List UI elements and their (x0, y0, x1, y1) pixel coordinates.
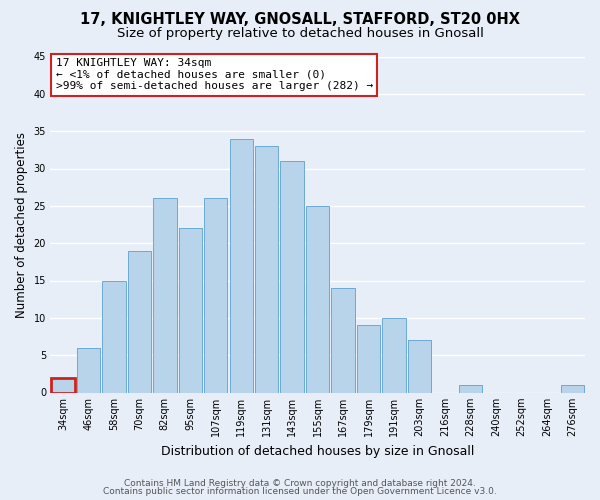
Bar (51, 378, 74, 392)
Bar (357, 326, 380, 392)
Text: 17, KNIGHTLEY WAY, GNOSALL, STAFFORD, ST20 0HX: 17, KNIGHTLEY WAY, GNOSALL, STAFFORD, ST… (80, 12, 520, 28)
Bar (280, 161, 304, 392)
Bar (408, 340, 431, 392)
Bar (458, 385, 482, 392)
Bar (77, 348, 100, 393)
Bar (128, 250, 151, 392)
Bar (102, 280, 125, 392)
Bar (382, 318, 406, 392)
Y-axis label: Number of detached properties: Number of detached properties (15, 132, 28, 318)
Bar (230, 138, 253, 392)
Text: Size of property relative to detached houses in Gnosall: Size of property relative to detached ho… (116, 28, 484, 40)
Bar (153, 198, 176, 392)
Text: 17 KNIGHTLEY WAY: 34sqm
← <1% of detached houses are smaller (0)
>99% of semi-de: 17 KNIGHTLEY WAY: 34sqm ← <1% of detache… (56, 58, 373, 92)
Text: Contains public sector information licensed under the Open Government Licence v3: Contains public sector information licen… (103, 487, 497, 496)
Bar (331, 288, 355, 393)
Bar (560, 385, 584, 392)
Bar (255, 146, 278, 392)
Text: Contains HM Land Registry data © Crown copyright and database right 2024.: Contains HM Land Registry data © Crown c… (124, 478, 476, 488)
Bar (306, 206, 329, 392)
Bar (204, 198, 227, 392)
Bar (179, 228, 202, 392)
X-axis label: Distribution of detached houses by size in Gnosall: Distribution of detached houses by size … (161, 444, 474, 458)
